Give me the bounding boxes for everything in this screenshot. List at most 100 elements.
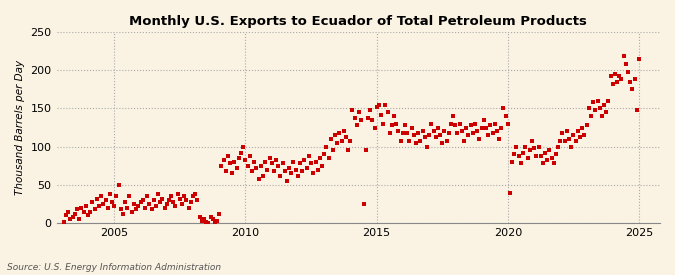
Point xyxy=(533,144,544,149)
Point xyxy=(391,122,402,126)
Point xyxy=(327,148,338,153)
Point xyxy=(304,154,315,158)
Point xyxy=(452,131,463,135)
Point xyxy=(605,74,616,78)
Point xyxy=(548,161,559,166)
Point xyxy=(562,129,572,134)
Point xyxy=(170,204,181,208)
Point xyxy=(179,194,190,199)
Point xyxy=(343,148,354,153)
Point xyxy=(422,144,433,149)
Point xyxy=(198,217,209,222)
Point xyxy=(622,70,633,74)
Point xyxy=(61,213,72,218)
Point xyxy=(157,196,167,201)
Point xyxy=(207,217,218,222)
Point xyxy=(80,204,91,208)
Point xyxy=(313,167,323,172)
Point xyxy=(229,160,240,164)
Point xyxy=(166,194,177,199)
Point xyxy=(323,156,334,160)
Point xyxy=(514,154,524,158)
Point xyxy=(238,144,249,149)
Point xyxy=(218,158,229,163)
Point xyxy=(248,160,259,164)
Point xyxy=(393,129,404,134)
Point xyxy=(535,154,546,158)
Point xyxy=(564,137,574,141)
Point xyxy=(415,138,426,143)
Point xyxy=(574,135,585,140)
Point xyxy=(153,192,163,196)
Point xyxy=(232,166,242,170)
Point xyxy=(205,215,216,219)
Point xyxy=(133,204,144,208)
Point xyxy=(200,219,211,224)
Point xyxy=(524,148,535,153)
Point xyxy=(583,106,594,111)
Point xyxy=(443,131,454,135)
Point xyxy=(260,160,271,164)
Point xyxy=(448,114,458,118)
Point xyxy=(89,207,100,211)
Point xyxy=(507,160,518,164)
Point xyxy=(87,200,98,204)
Point xyxy=(255,164,266,168)
Point xyxy=(63,210,74,214)
Point xyxy=(96,194,107,199)
Point xyxy=(572,129,583,134)
Point xyxy=(172,192,183,196)
Point xyxy=(103,206,113,210)
Point xyxy=(345,138,356,143)
Point xyxy=(412,131,423,135)
Point xyxy=(437,141,448,145)
Point xyxy=(177,202,188,206)
Point xyxy=(504,190,515,195)
Point xyxy=(321,144,331,149)
Point xyxy=(181,198,192,202)
Point xyxy=(332,141,343,145)
Point xyxy=(78,210,89,214)
Point xyxy=(446,122,456,126)
Point xyxy=(244,154,255,158)
Point xyxy=(267,161,277,166)
Point xyxy=(586,114,597,118)
Point xyxy=(59,219,70,224)
Point xyxy=(450,123,461,127)
Point xyxy=(596,114,607,118)
Point xyxy=(518,151,529,155)
Point xyxy=(76,206,87,210)
Point xyxy=(485,123,495,127)
Point xyxy=(428,129,439,134)
Point xyxy=(82,213,93,218)
Point xyxy=(616,77,627,82)
Point xyxy=(212,219,223,223)
Point xyxy=(128,202,139,206)
Point xyxy=(592,98,603,103)
Point xyxy=(408,133,419,138)
Point xyxy=(632,108,643,112)
Point xyxy=(306,161,317,166)
Point xyxy=(286,171,297,176)
Point xyxy=(544,148,555,153)
Point xyxy=(509,152,520,156)
Point xyxy=(496,125,507,130)
Point xyxy=(236,151,246,155)
Point xyxy=(579,133,590,138)
Point xyxy=(387,123,398,127)
Point xyxy=(419,135,430,140)
Point xyxy=(520,144,531,149)
Point xyxy=(277,161,288,166)
Y-axis label: Thousand Barrels per Day: Thousand Barrels per Day xyxy=(15,60,25,195)
Point xyxy=(389,114,400,118)
Point xyxy=(599,102,610,107)
Point xyxy=(214,212,225,216)
Point xyxy=(537,161,548,166)
Point xyxy=(468,131,479,135)
Point xyxy=(183,206,194,210)
Point xyxy=(555,138,566,143)
Point xyxy=(137,198,148,202)
Point xyxy=(364,108,375,112)
Point xyxy=(194,215,205,219)
Point xyxy=(476,125,487,130)
